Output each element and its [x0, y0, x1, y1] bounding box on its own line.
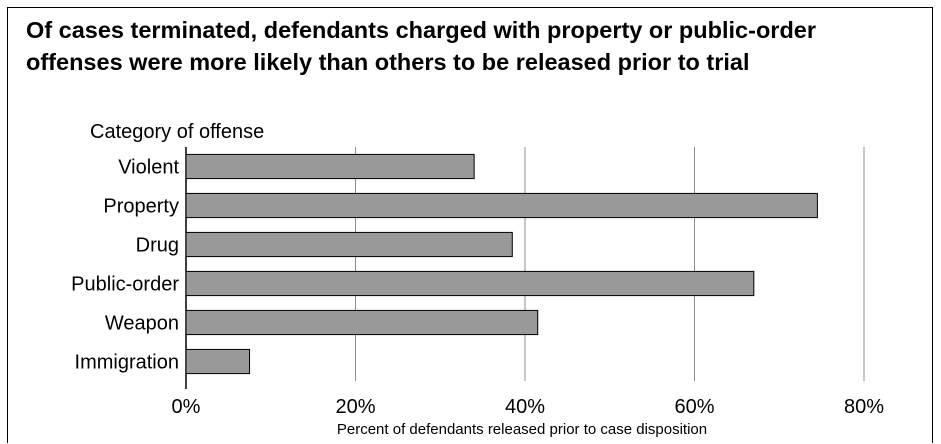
- category-label-public-order: Public-order: [71, 274, 179, 296]
- tick-label-1: 20%: [335, 396, 375, 418]
- value-axis-label: Percent of defendants released prior to …: [337, 421, 707, 438]
- category-label-property: Property: [103, 196, 179, 218]
- chart-title-line-1: Of cases terminated, defendants charged …: [26, 17, 817, 43]
- bar-weapon: [185, 309, 539, 336]
- category-axis-label: Category of offense: [90, 121, 264, 143]
- bar-immigration: [185, 348, 251, 375]
- bar-property: [185, 192, 818, 219]
- category-label-drug: Drug: [136, 235, 179, 257]
- tick-label-4: 80%: [844, 396, 884, 418]
- chart-title: Of cases terminated, defendants charged …: [26, 14, 926, 78]
- category-label-weapon: Weapon: [105, 313, 179, 335]
- chart-title-line-2: offenses were more likely than others to…: [26, 49, 750, 75]
- tick-label-0: 0%: [172, 396, 201, 418]
- tick-label-3: 60%: [674, 396, 714, 418]
- bar-violent: [185, 153, 475, 180]
- tick-label-2: 40%: [505, 396, 545, 418]
- chart-frame: [7, 7, 933, 443]
- bar-drug: [185, 231, 513, 258]
- category-label-immigration: Immigration: [75, 352, 179, 374]
- bar-public-order: [185, 270, 755, 297]
- category-label-violent: Violent: [118, 157, 179, 179]
